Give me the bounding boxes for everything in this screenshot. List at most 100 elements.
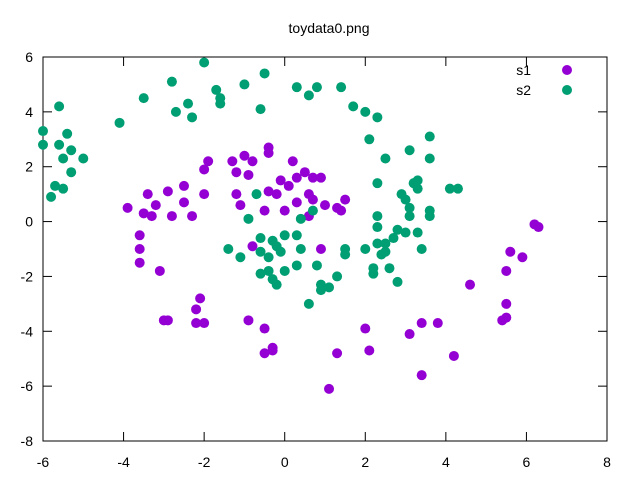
data-point [291, 172, 302, 183]
data-point [263, 142, 274, 153]
y-tick-label: 6 [25, 49, 33, 65]
data-point [199, 164, 210, 175]
data-point [424, 211, 435, 222]
data-point [259, 205, 270, 216]
data-point [388, 233, 399, 244]
data-point [287, 156, 298, 167]
data-point [199, 318, 210, 329]
data-point [400, 194, 411, 205]
legend-marker [562, 85, 572, 95]
x-tick-label: 2 [361, 454, 369, 470]
data-point [307, 194, 318, 205]
data-point [255, 268, 266, 279]
data-point [404, 329, 415, 340]
data-point [291, 197, 302, 208]
data-point [465, 279, 476, 290]
x-tick-label: 4 [442, 454, 450, 470]
data-point [251, 189, 262, 200]
data-point [243, 169, 254, 180]
y-tick-label: 0 [25, 214, 33, 230]
data-point [291, 230, 302, 241]
data-point [114, 117, 125, 128]
data-point [279, 265, 290, 276]
data-point [444, 183, 455, 194]
data-point [247, 156, 258, 167]
data-point [448, 350, 459, 361]
data-point [231, 167, 242, 178]
data-point [295, 244, 306, 254]
data-point [416, 318, 427, 329]
data-point [166, 211, 177, 222]
data-point [38, 126, 48, 137]
data-point [360, 244, 371, 254]
data-point [243, 315, 254, 326]
data-point [187, 112, 198, 123]
data-point [259, 348, 270, 359]
data-point [162, 186, 173, 197]
data-point [315, 172, 326, 183]
data-point [404, 211, 415, 222]
data-point [303, 298, 314, 309]
plot-frame [42, 56, 608, 442]
y-tick-label: 4 [25, 104, 33, 120]
data-point [303, 90, 314, 101]
legend-label: s2 [516, 82, 531, 98]
data-point [380, 238, 391, 249]
data-point [360, 106, 371, 117]
data-points [38, 57, 544, 394]
data-point [150, 200, 161, 211]
data-point [372, 178, 383, 189]
data-point [239, 79, 250, 90]
data-point [195, 293, 206, 304]
data-point [263, 265, 274, 276]
data-point [279, 205, 290, 216]
x-tick-label: -4 [117, 454, 130, 470]
data-point [263, 186, 274, 197]
data-point [170, 106, 181, 117]
data-point [215, 98, 226, 109]
data-point [505, 246, 516, 257]
data-point [416, 244, 427, 254]
data-point [162, 315, 173, 326]
data-point [311, 260, 322, 271]
data-point [183, 98, 194, 109]
x-tick-label: 8 [603, 454, 611, 470]
data-point [259, 68, 270, 79]
series-s2 [38, 57, 463, 309]
data-point [54, 101, 65, 112]
data-point [372, 222, 383, 233]
legend-label: s1 [516, 62, 531, 78]
data-point [299, 167, 310, 178]
x-tick-label: 0 [281, 454, 289, 470]
data-point [46, 191, 57, 202]
data-point [332, 348, 343, 359]
data-point [315, 244, 326, 254]
data-point [179, 197, 189, 208]
data-point [533, 222, 544, 233]
data-point [66, 167, 77, 178]
data-point [412, 175, 423, 186]
data-point [348, 101, 359, 112]
data-point [416, 370, 427, 381]
data-point [372, 238, 383, 249]
data-point [255, 246, 266, 257]
data-point [364, 345, 375, 356]
data-point [223, 244, 234, 254]
data-point [66, 145, 77, 156]
data-point [432, 318, 443, 329]
data-point [255, 233, 266, 244]
data-point [324, 282, 335, 293]
y-tick-label: 2 [25, 159, 33, 175]
data-point [291, 82, 302, 93]
data-point [360, 323, 371, 334]
data-point [38, 139, 48, 150]
data-point [227, 156, 238, 167]
data-point [452, 183, 463, 194]
data-point [267, 345, 278, 356]
x-tick-label: 6 [523, 454, 531, 470]
data-point [291, 260, 302, 271]
chart-title: toydata0.png [289, 20, 370, 36]
data-point [336, 82, 347, 93]
data-point [336, 205, 347, 216]
data-point [372, 112, 383, 123]
